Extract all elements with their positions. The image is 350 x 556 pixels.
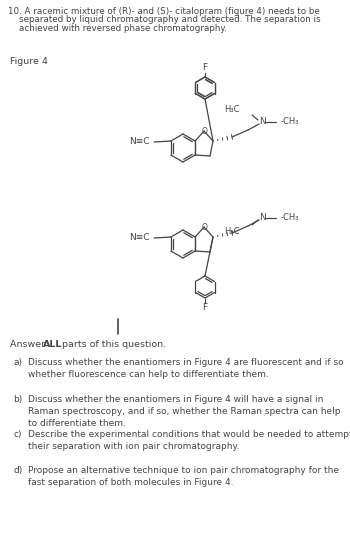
Text: F: F [202,63,208,72]
Text: O: O [202,222,208,231]
Text: b): b) [13,395,22,404]
Text: d): d) [13,466,22,475]
Text: 10. A racemic mixture of (R)- and (S)- citalopram (figure 4) needs to be: 10. A racemic mixture of (R)- and (S)- c… [8,7,320,16]
Text: Discuss whether the enantiomers in Figure 4 will have a signal in
Raman spectros: Discuss whether the enantiomers in Figur… [28,395,341,428]
Text: O: O [202,127,208,136]
Text: -CH₃: -CH₃ [281,117,300,127]
Text: Describe the experimental conditions that would be needed to attempt
their separ: Describe the experimental conditions tha… [28,430,350,451]
Text: N: N [259,214,265,222]
Text: F: F [202,302,208,311]
Text: separated by liquid chromatography and detected. The separation is: separated by liquid chromatography and d… [8,16,321,24]
Text: H₃C: H₃C [224,105,240,113]
Text: Figure 4: Figure 4 [10,57,48,66]
Text: a): a) [13,358,22,367]
Text: achieved with reversed phase chromatography.: achieved with reversed phase chromatogra… [8,24,227,33]
Text: N: N [259,117,265,127]
Text: parts of this question.: parts of this question. [59,340,166,349]
Text: H₃C: H₃C [224,226,240,236]
Text: c): c) [13,430,21,439]
Text: N≡C: N≡C [130,234,150,242]
Text: ALL: ALL [43,340,62,349]
Text: -CH₃: -CH₃ [281,214,300,222]
Text: N≡C: N≡C [130,137,150,146]
Text: Answer: Answer [10,340,48,349]
Text: Discuss whether the enantiomers in Figure 4 are fluorescent and if so
whether fl: Discuss whether the enantiomers in Figur… [28,358,344,379]
Text: Propose an alternative technique to ion pair chromatography for the
fast separat: Propose an alternative technique to ion … [28,466,339,487]
